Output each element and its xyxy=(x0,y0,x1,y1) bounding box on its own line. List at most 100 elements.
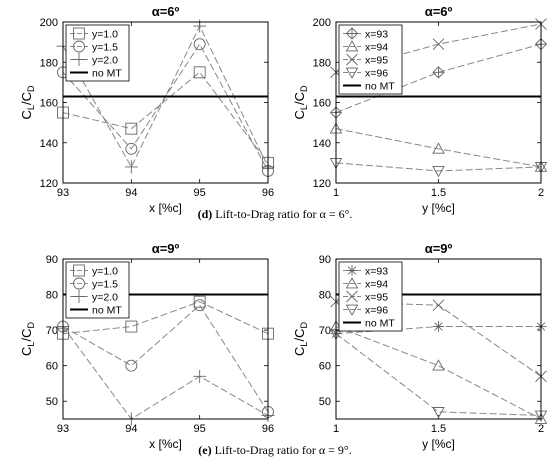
x-axis-label: x [%c] xyxy=(149,437,182,451)
data-point xyxy=(193,38,206,51)
y-tick-label: 160 xyxy=(313,98,331,110)
y-axis-label: CL/CD xyxy=(292,322,309,356)
legend-label: x=94 xyxy=(365,279,388,291)
legend-marker xyxy=(345,40,359,52)
y-tick-label: 160 xyxy=(40,98,58,110)
y-tick-label: 180 xyxy=(40,57,58,69)
data-point xyxy=(432,142,445,154)
legend-marker xyxy=(73,27,85,40)
chart-title: α=9º xyxy=(425,241,453,256)
legend-marker xyxy=(345,27,359,40)
data-point xyxy=(193,295,206,308)
series-line xyxy=(62,301,269,335)
plot-frame xyxy=(335,21,542,184)
data-point xyxy=(432,407,445,419)
legend-label: y=2.0 xyxy=(92,292,118,304)
y-tick-label: 80 xyxy=(319,290,331,302)
legend-label: x=95 xyxy=(365,55,388,67)
caption-e-text: Lift-to-Drag ratio for α = 9°. xyxy=(214,443,352,457)
x-tick-label: 93 xyxy=(57,423,69,435)
data-point xyxy=(432,299,445,312)
y-tick-label: 140 xyxy=(313,138,331,150)
series-x=96 xyxy=(329,328,548,422)
legend-label: x=96 xyxy=(365,305,388,317)
series-line xyxy=(335,128,542,168)
data-point xyxy=(124,160,138,174)
caption-e: (e) Lift-to-Drag ratio for α = 9°. xyxy=(0,443,550,458)
legend-marker xyxy=(72,290,86,303)
y-axis-label: CL/CD xyxy=(19,322,36,356)
x-tick-label: 96 xyxy=(262,423,274,435)
data-point xyxy=(534,412,548,424)
legend-marker xyxy=(346,265,358,276)
legend-label: no MT xyxy=(92,305,122,317)
x-tick-label: 94 xyxy=(125,423,137,435)
legend-marker xyxy=(346,290,358,303)
data-point xyxy=(432,38,445,50)
legend-label: x=95 xyxy=(365,292,388,304)
caption-e-label: (e) xyxy=(198,443,212,457)
chart-1: α=6º 93 94 95 96 120 140 160 180 200 x [%c] CL/CD y=… xyxy=(19,4,275,215)
legend-label: no MT xyxy=(92,68,122,80)
legend: y=1.0y=1.5y=2.0no MT xyxy=(65,24,130,82)
plot-frame xyxy=(335,258,542,420)
plot-frame xyxy=(62,21,269,184)
y-tick-label: 60 xyxy=(46,361,58,373)
legend-label: y=2.0 xyxy=(92,55,118,67)
data-point xyxy=(432,166,445,178)
y-tick-label: 120 xyxy=(40,178,58,190)
legend-marker xyxy=(345,304,359,316)
y-tick-label: 60 xyxy=(319,361,331,373)
legend-label: y=1.0 xyxy=(92,266,118,278)
legend-marker xyxy=(72,53,86,66)
legend-marker xyxy=(73,40,85,53)
y-tick-label: 70 xyxy=(46,325,58,337)
data-point xyxy=(193,299,206,312)
series-x=94 xyxy=(329,320,548,424)
y-tick-label: 90 xyxy=(319,254,331,266)
y-axis-label: CL/CD xyxy=(19,85,36,119)
legend-label: no MT xyxy=(365,81,395,93)
series-line xyxy=(62,71,269,164)
data-point xyxy=(432,66,445,79)
y-tick-label: 180 xyxy=(313,57,331,69)
y-tick-label: 50 xyxy=(46,396,58,408)
x-axis-label: y [%c] xyxy=(422,437,455,451)
data-point xyxy=(125,142,138,155)
y-tick-label: 120 xyxy=(313,178,331,190)
x-tick-label: 93 xyxy=(57,187,69,199)
series-line xyxy=(335,326,542,420)
caption-d-text: Lift-to-Drag ratio for α = 6°. xyxy=(215,207,353,221)
data-point xyxy=(432,359,445,371)
y-tick-label: 140 xyxy=(40,138,58,150)
x-tick-label: 95 xyxy=(194,187,206,199)
y-tick-label: 200 xyxy=(40,17,58,29)
x-tick-label: 94 xyxy=(125,187,137,199)
legend-label: x=93 xyxy=(365,266,388,278)
y-axis-label: CL/CD xyxy=(292,85,309,119)
legend-label: x=93 xyxy=(365,29,388,41)
legend-marker xyxy=(345,277,359,289)
legend: y=1.0y=1.5y=2.0no MT xyxy=(65,261,130,319)
x-axis-label: x [%c] xyxy=(149,201,182,215)
legend-marker xyxy=(346,53,358,66)
x-tick-label: 95 xyxy=(194,423,206,435)
series-x=94 xyxy=(329,122,548,172)
series-line xyxy=(335,333,542,416)
data-point xyxy=(125,320,138,333)
data-point xyxy=(125,122,138,135)
legend-label: x=96 xyxy=(365,68,388,80)
y-tick-label: 200 xyxy=(313,17,331,29)
y-tick-label: 90 xyxy=(46,254,58,266)
y-tick-label: 70 xyxy=(319,325,331,337)
legend-label: no MT xyxy=(365,318,395,330)
data-point xyxy=(125,359,138,372)
y-tick-label: 80 xyxy=(46,290,58,302)
x-tick-label: 96 xyxy=(262,187,274,199)
chart-title: α=6º xyxy=(425,4,453,19)
